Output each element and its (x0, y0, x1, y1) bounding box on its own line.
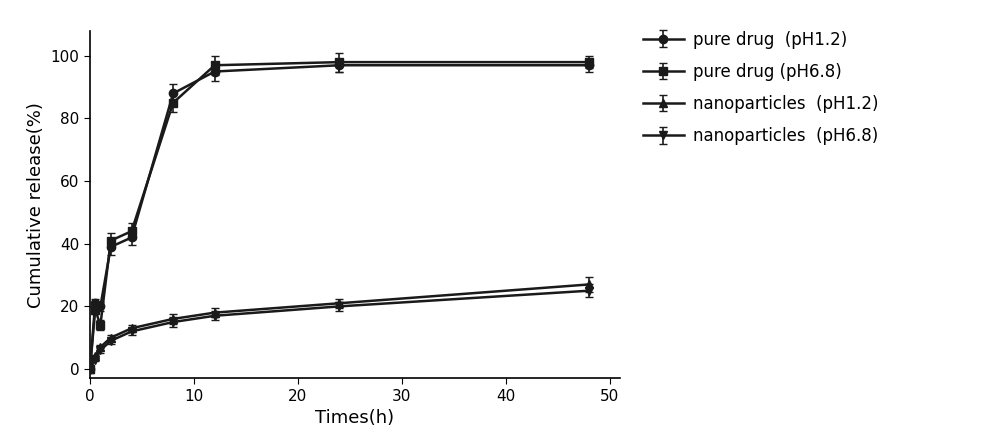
X-axis label: Times(h): Times(h) (315, 409, 395, 427)
Legend: pure drug  (pH1.2), pure drug (pH6.8), nanoparticles  (pH1.2), nanoparticles  (p: pure drug (pH1.2), pure drug (pH6.8), na… (636, 24, 885, 152)
Y-axis label: Cumulative release(%): Cumulative release(%) (27, 102, 45, 308)
